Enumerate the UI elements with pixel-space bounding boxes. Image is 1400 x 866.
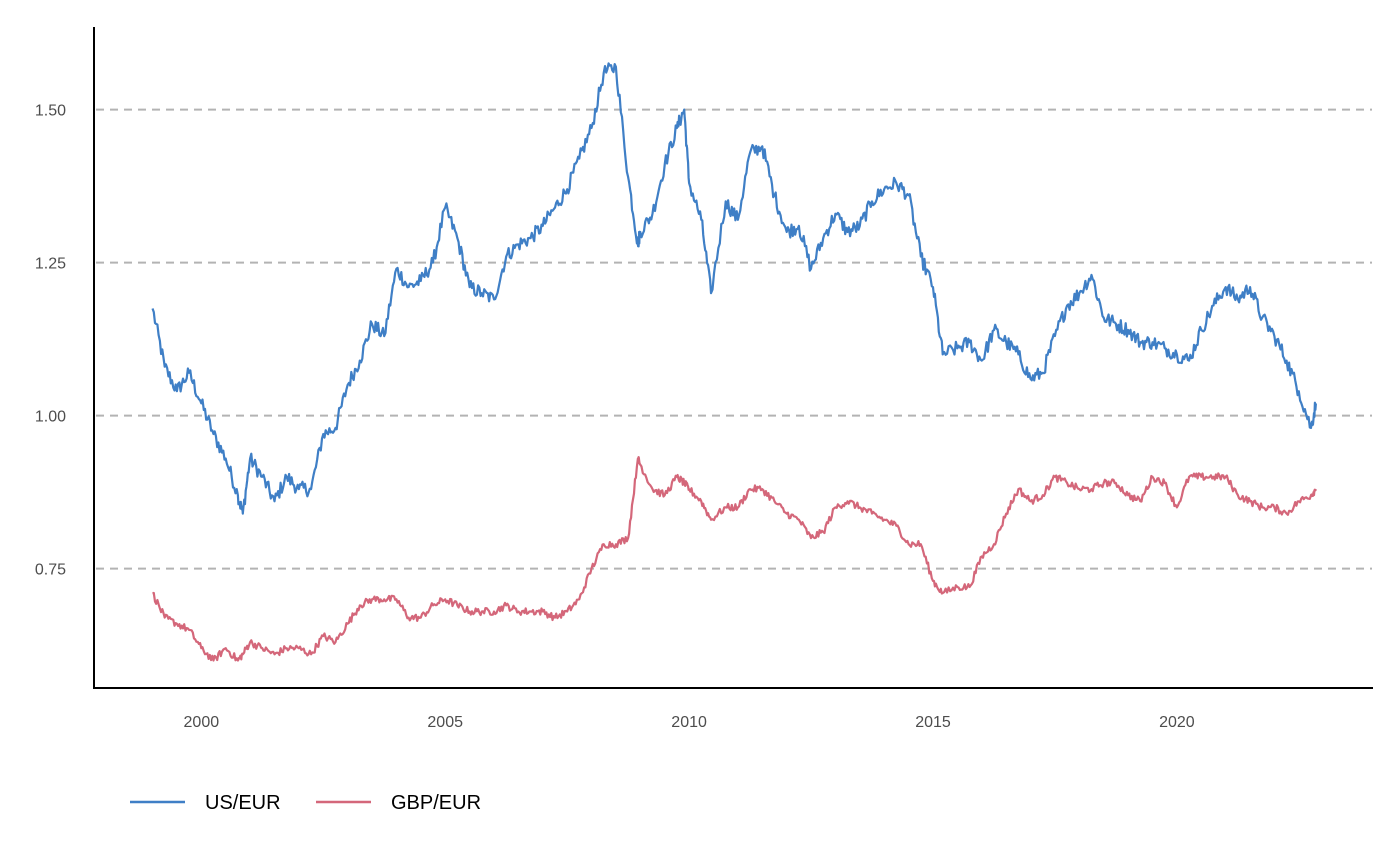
series-lines bbox=[151, 62, 1317, 662]
series-line-us-eur bbox=[151, 62, 1317, 515]
y-tick-label: 0.75 bbox=[35, 562, 66, 579]
x-tick-label: 2015 bbox=[915, 714, 951, 731]
x-tick-labels: 2000 2005 2010 2015 2020 bbox=[184, 714, 1195, 731]
y-tick-label: 1.25 bbox=[35, 256, 66, 273]
legend-label: US/EUR bbox=[205, 792, 281, 814]
y-tick-label: 1.50 bbox=[35, 103, 66, 120]
axes bbox=[93, 27, 1373, 689]
y-tick-labels: 0.75 1.00 1.25 1.50 bbox=[35, 103, 66, 579]
series-line-gbp-eur bbox=[152, 456, 1317, 662]
x-tick-label: 2010 bbox=[671, 714, 707, 731]
legend: US/EUR GBP/EUR bbox=[130, 792, 481, 814]
gridlines bbox=[96, 108, 1372, 570]
x-tick-label: 2005 bbox=[427, 714, 463, 731]
y-tick-label: 1.00 bbox=[35, 409, 66, 426]
legend-label: GBP/EUR bbox=[391, 792, 481, 814]
x-tick-label: 2000 bbox=[184, 714, 220, 731]
x-tick-label: 2020 bbox=[1159, 714, 1195, 731]
